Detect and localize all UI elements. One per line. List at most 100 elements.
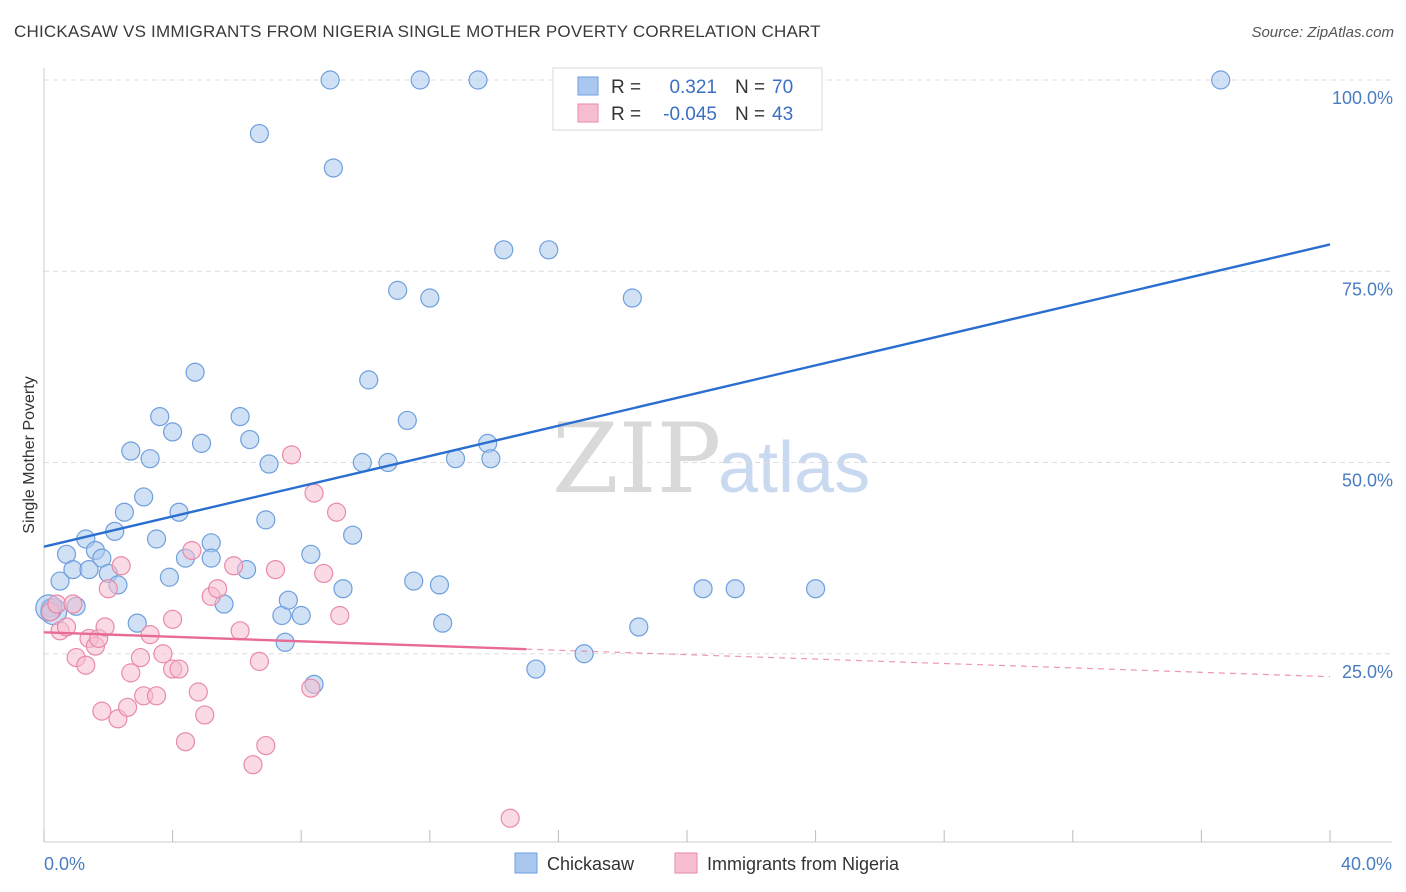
chickasaw-trend-line	[43, 243, 1331, 548]
chickasaw-point	[320, 70, 340, 90]
nigeria-point	[76, 655, 96, 675]
chickasaw-point	[121, 441, 141, 461]
nigeria-point	[56, 617, 77, 637]
chickasaw-point	[397, 410, 417, 431]
legend-n-label-1: N =	[735, 104, 765, 125]
chickasaw-point	[256, 510, 276, 530]
chickasaw-point	[63, 559, 83, 580]
chickasaw-point	[468, 70, 488, 90]
chickasaw-point	[622, 288, 642, 308]
legend-swatch-chickasaw	[577, 76, 599, 96]
chickasaw-point	[150, 407, 170, 427]
chickasaw-point	[291, 605, 311, 626]
nigeria-trend-line-extrapolated	[526, 648, 1331, 678]
chickasaw-point	[574, 644, 594, 664]
chickasaw-point	[539, 240, 559, 260]
chickasaw-point	[378, 452, 398, 473]
nigeria-point	[243, 755, 263, 775]
legend-r-value-0: 0.321	[669, 77, 717, 98]
legend-swatch-nigeria	[577, 103, 599, 123]
nigeria-point	[121, 663, 141, 683]
chickasaw-point	[50, 571, 70, 591]
chickasaw-point	[159, 567, 179, 587]
y-axis-label: Single Mother Poverty	[21, 376, 38, 533]
chickasaw-point	[185, 362, 205, 382]
nigeria-point	[47, 594, 67, 614]
chickasaw-point	[230, 407, 250, 427]
chickasaw-point	[693, 579, 713, 599]
legend-r-label-0: R =	[611, 77, 641, 98]
y-tick-label: 50.0%	[1342, 471, 1393, 491]
legend-r-value-1: -0.045	[663, 104, 717, 125]
chickasaw-point	[275, 632, 295, 652]
chickasaw-point	[352, 452, 372, 473]
nigeria-point	[146, 686, 167, 706]
nigeria-point	[175, 732, 196, 752]
nigeria-point	[208, 579, 228, 599]
bottom-legend-label-chickasaw: Chickasaw	[547, 854, 635, 874]
watermark-atlas: atlas	[718, 428, 870, 508]
nigeria-point	[182, 540, 202, 561]
y-tick-label: 25.0%	[1342, 662, 1393, 682]
nigeria-point	[117, 697, 138, 717]
chickasaw-point	[146, 529, 167, 549]
chickasaw-point	[140, 449, 160, 469]
chickasaw-point	[433, 613, 453, 633]
chickasaw-point	[249, 123, 270, 144]
chickasaw-point	[201, 548, 221, 568]
y-tick-label: 75.0%	[1342, 279, 1393, 299]
bottom-legend-swatch-nigeria	[674, 852, 698, 874]
nigeria-point	[330, 605, 350, 626]
chickasaw-point	[278, 590, 298, 610]
nigeria-point	[326, 502, 347, 522]
x-ticks	[43, 830, 1331, 842]
chickasaw-point	[79, 559, 99, 580]
chickasaw-point	[404, 571, 424, 591]
chickasaw-point	[481, 449, 501, 469]
nigeria-point	[230, 621, 250, 641]
chickasaw-point	[1211, 70, 1231, 90]
nigeria-point	[249, 651, 270, 672]
x-tick-label-max: 40.0%	[1341, 854, 1392, 874]
chickasaw-point	[494, 240, 514, 260]
nigeria-point	[63, 594, 83, 614]
chickasaw-point	[805, 579, 826, 599]
chickasaw-point	[420, 288, 440, 308]
chickasaw-point	[191, 433, 212, 453]
chickasaw-point	[301, 544, 321, 564]
legend-box: R = 0.321 N = 70 R = -0.045 N = 43	[552, 67, 823, 131]
nigeria-point	[153, 644, 173, 664]
trend-lines	[43, 243, 1331, 678]
chickasaw-point	[259, 454, 279, 474]
chickasaw-point	[134, 487, 154, 507]
chickasaw-point	[359, 370, 379, 390]
nigeria-point	[98, 579, 118, 599]
bottom-legend: Chickasaw Immigrants from Nigeria	[514, 852, 900, 874]
chickasaw-point	[333, 579, 353, 599]
watermark-zip: ZIP	[552, 403, 721, 515]
nigeria-point	[92, 701, 112, 721]
chickasaw-point	[163, 422, 183, 442]
nigeria-point	[281, 445, 302, 465]
chickasaw-point	[429, 575, 450, 595]
nigeria-point	[301, 678, 321, 698]
chickasaw-point	[410, 70, 430, 90]
chickasaw-point	[526, 659, 546, 679]
y-tick-label: 100.0%	[1332, 88, 1393, 108]
chickasaw-point	[725, 579, 745, 599]
chickasaw-point	[240, 429, 260, 450]
chickasaw-point	[343, 525, 363, 545]
legend-n-value-1: 43	[772, 104, 793, 125]
bottom-legend-label-nigeria: Immigrants from Nigeria	[707, 854, 900, 874]
nigeria-point	[169, 659, 189, 679]
x-tick-label-min: 0.0%	[44, 854, 85, 874]
legend-n-value-0: 70	[772, 77, 793, 98]
chickasaw-point	[114, 502, 134, 522]
nigeria-point	[130, 647, 151, 668]
chickasaw-point	[388, 280, 408, 300]
legend-n-label-0: N =	[735, 77, 765, 98]
chickasaw-point	[127, 613, 147, 633]
nigeria-point	[95, 617, 115, 637]
nigeria-point	[163, 609, 183, 629]
